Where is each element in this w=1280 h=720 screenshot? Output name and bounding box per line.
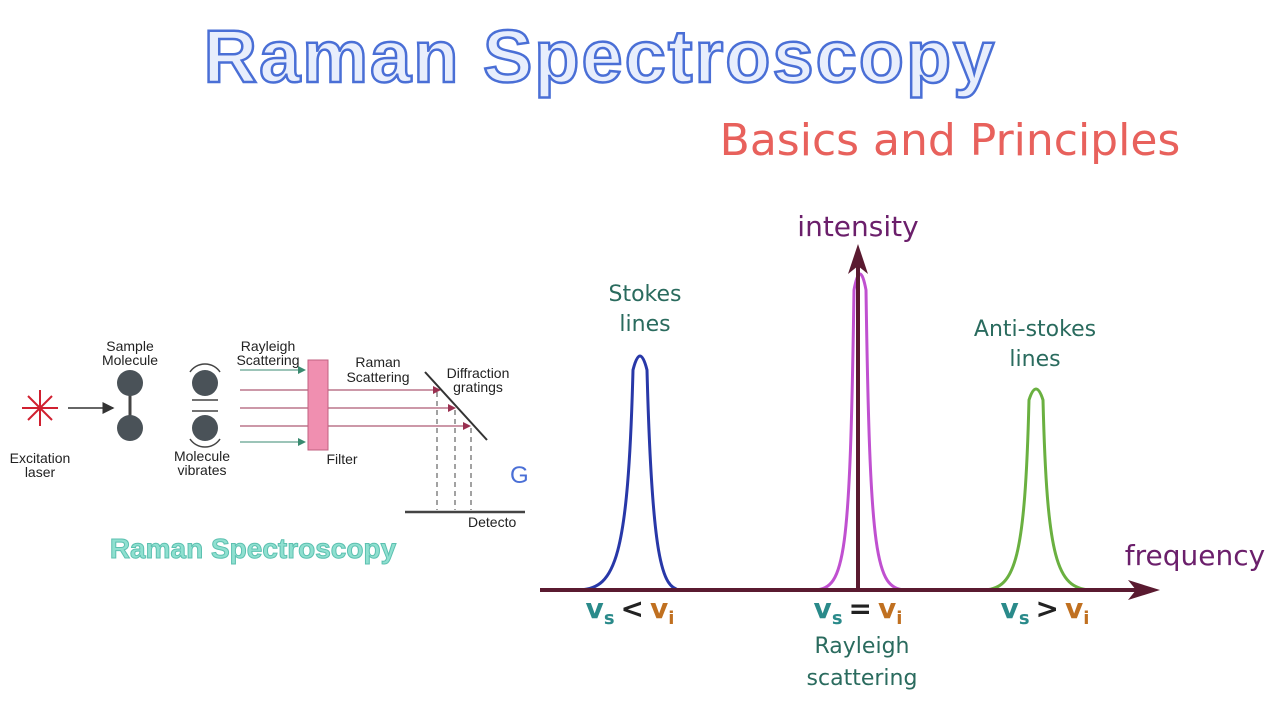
relation-part: i <box>1083 608 1089 629</box>
relation: vs > vi <box>1001 592 1090 629</box>
relation-part: v <box>586 592 604 625</box>
setup-diagram: Sample Molecule Rayleigh Scattering Raman S… <box>10 338 529 565</box>
spectrum: intensity frequency Stokes lines Anti-sto… <box>540 210 1265 691</box>
filter <box>307 359 329 451</box>
relation-part: > <box>1036 592 1059 625</box>
relation-part: s <box>832 608 843 629</box>
relation: vs = vi <box>814 592 903 629</box>
laser-icon <box>22 390 58 426</box>
label: Anti-stokes lines <box>974 317 1096 372</box>
label: Detecto <box>468 514 516 530</box>
label: Stokes lines <box>608 282 681 337</box>
label: Sample Molecule <box>102 338 158 368</box>
grating <box>424 371 488 441</box>
atom <box>117 415 143 441</box>
relation-part: s <box>1019 608 1030 629</box>
relation-part: v <box>1001 592 1019 625</box>
relation: vs < vi <box>586 592 675 629</box>
subtitle: Basics and Principles <box>720 115 1181 166</box>
relation-part: = <box>849 592 872 625</box>
relation-part: v <box>814 592 832 625</box>
relation-part: v <box>878 592 896 625</box>
atom <box>192 415 218 441</box>
y-axis-label: intensity <box>797 210 918 243</box>
anti-stokes-peak <box>984 387 1091 592</box>
relation-part: < <box>621 592 644 625</box>
label: Diffraction gratings <box>447 365 510 395</box>
label: Molecule vibrates <box>174 448 230 478</box>
relation-part: v <box>650 592 668 625</box>
relation-part: v <box>1065 592 1083 625</box>
relation-part: s <box>604 608 615 629</box>
x-axis-label: frequency <box>1125 539 1265 572</box>
label: Rayleigh Scattering <box>236 338 299 368</box>
atom <box>192 370 218 396</box>
stokes-peak <box>579 354 681 592</box>
label: G <box>510 462 529 489</box>
relation-part: i <box>896 608 902 629</box>
atom <box>117 370 143 396</box>
title: Raman Spectroscopy <box>204 15 997 98</box>
label: Excitation laser <box>10 450 71 480</box>
relation-part: i <box>668 608 674 629</box>
label: Filter <box>326 451 357 467</box>
label: Raman Scattering <box>346 354 409 385</box>
caption: Raman Spectroscopy <box>110 533 397 564</box>
label: Rayleigh scattering <box>807 634 918 691</box>
